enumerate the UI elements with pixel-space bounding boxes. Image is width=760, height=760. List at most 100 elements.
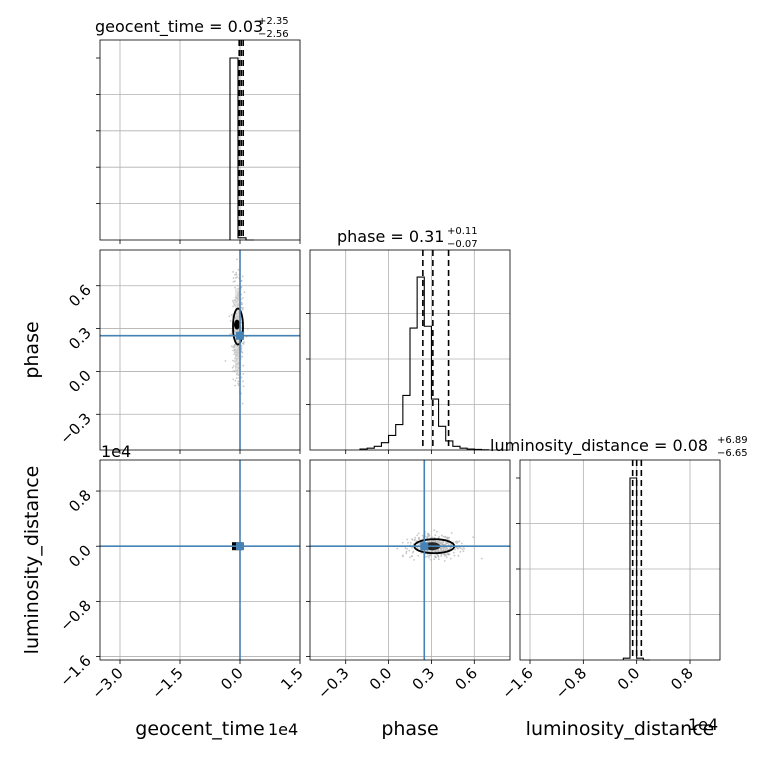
title-luminosity-distance: luminosity_distance = 0.08 <box>490 436 708 456</box>
lumdist-vs-phase-sample-point <box>444 542 447 544</box>
lumdist-vs-phase-sample-point <box>446 541 449 544</box>
lumdist-vs-phase-sample-point <box>406 548 409 550</box>
lumdist-vs-phase-sample-point <box>440 550 443 553</box>
lumdist-vs-phase-sample-point <box>442 535 445 538</box>
lumdist-vs-phase-sample-point <box>418 537 420 540</box>
lumdist-vs-phase-sample-point <box>472 536 475 538</box>
lumdist-vs-phase-sample-point <box>437 558 440 561</box>
phase-vs-geocent-sample-point <box>228 315 231 318</box>
lumdist-vs-phase-sample-point <box>444 536 447 538</box>
lumdist-vs-geocent-ytick-label-2: 0.0 <box>65 541 95 571</box>
lumdist-vs-phase-sample-point <box>437 550 440 553</box>
lumdist-vs-phase-sample-point <box>433 536 436 539</box>
lumdist-vs-phase-sample-point <box>443 560 446 562</box>
lumdist-vs-phase-sample-point <box>401 554 404 557</box>
lumdist-vs-phase-sample-point <box>450 543 452 546</box>
phase-vs-geocent-sample-point <box>235 273 238 276</box>
lumdist-vs-phase-sample-point <box>440 541 443 544</box>
phase-vs-geocent-sample-point <box>240 301 243 304</box>
lumdist-vs-phase-sample-point <box>409 556 411 559</box>
lumdist-vs-phase-sample-point <box>426 536 429 539</box>
lumdist-vs-phase-sample-point <box>440 534 443 537</box>
lumdist-vs-phase-sample-point <box>428 540 431 543</box>
luminosity-distance-hist-xtick-label-2: 0.0 <box>614 664 644 694</box>
lumdist-vs-phase-sample-point <box>429 554 432 557</box>
phase-vs-geocent-sample-point <box>236 276 239 278</box>
phase-vs-geocent-sample-point <box>242 373 245 375</box>
phase-vs-geocent-sample-point <box>232 301 235 304</box>
lumdist-vs-phase-sample-point <box>449 557 452 560</box>
phase-vs-geocent-sample-point <box>240 350 243 353</box>
lumdist-vs-phase-sample-point <box>433 529 436 532</box>
phase-vs-geocent-sample-point <box>236 372 239 375</box>
luminosity-distance-hist-xtick-label-0: −1.6 <box>498 664 536 702</box>
phase-vs-geocent-sample-point <box>232 370 234 373</box>
lumdist-vs-geocent-xtick-label-0: −3.0 <box>88 664 126 702</box>
phase-vs-geocent-sample-point <box>241 342 244 345</box>
lumdist-vs-phase-sample-point <box>405 552 408 555</box>
lumdist-vs-geocent-ytick-label-1: −0.8 <box>56 596 94 634</box>
lumdist-vs-phase-sample-point <box>434 556 437 559</box>
phase-hist-frame <box>309 249 511 451</box>
phase-vs-geocent-sample-point <box>242 380 244 383</box>
lumdist-vs-phase-sample-point <box>463 547 466 550</box>
lumdist-vs-phase-sample-point <box>444 549 447 551</box>
lumdist-vs-phase-sample-point <box>445 556 448 559</box>
lumdist-vs-phase-sample-point <box>447 544 450 546</box>
phase-vs-geocent-ytick-label-1: 0.0 <box>65 367 95 397</box>
ylabel-phase: phase <box>21 321 43 378</box>
offset-label-luminosity-distance-x: 1e4 <box>688 715 718 734</box>
phase-vs-geocent-sample-point <box>237 374 240 376</box>
lumdist-vs-phase-sample-point <box>448 553 451 556</box>
lumdist-vs-phase-sample-point <box>461 548 464 551</box>
phase-vs-geocent-sample-point <box>242 307 244 309</box>
lumdist-vs-geocent-ytick-label-3: 0.8 <box>65 486 95 516</box>
phase-vs-geocent-truth-marker <box>236 331 244 340</box>
lumdist-vs-phase-sample-point <box>443 543 446 546</box>
phase-vs-geocent-sample-point <box>230 333 233 335</box>
phase-vs-geocent-sample-point <box>237 380 240 383</box>
lumdist-vs-phase-sample-point <box>429 558 432 561</box>
lumdist-vs-geocent-xtick-label-1: −1.5 <box>148 664 186 702</box>
phase-vs-geocent-sample-point <box>233 345 235 348</box>
lumdist-vs-phase-sample-point <box>417 554 420 557</box>
phase-vs-geocent-sample-point <box>243 341 245 343</box>
lumdist-vs-phase-sample-point <box>404 547 407 549</box>
phase-vs-geocent-sample-point <box>232 270 234 273</box>
lumdist-vs-phase-sample-point <box>434 534 437 537</box>
lumdist-vs-phase-sample-point <box>428 535 430 538</box>
lumdist-vs-geocent-truth-marker <box>236 542 244 551</box>
phase-vs-geocent-sample-point <box>247 327 249 330</box>
phase-vs-geocent-sample-point <box>236 284 239 287</box>
lumdist-vs-phase-sample-point <box>449 546 452 549</box>
phase-vs-geocent-sample-point <box>230 345 233 348</box>
lumdist-vs-phase-sample-point <box>447 536 450 539</box>
title-geocent-time: geocent_time = 0.03 <box>95 17 263 37</box>
phase-vs-geocent-sample-point <box>236 258 238 261</box>
phase-vs-geocent-sample-point <box>243 291 246 294</box>
lumdist-vs-phase-sample-point <box>446 537 448 540</box>
lumdist-vs-phase-sample-point <box>438 540 441 543</box>
lumdist-vs-phase-sample-point <box>453 554 456 557</box>
lumdist-vs-phase-sample-point <box>460 542 463 545</box>
phase-hist-histogram <box>359 276 490 451</box>
lumdist-vs-phase-sample-point <box>425 555 427 558</box>
offset-label-geocent-time-x: 1e4 <box>268 720 298 739</box>
lumdist-vs-phase-sample-point <box>417 542 419 545</box>
lumdist-vs-phase-sample-point <box>444 554 446 557</box>
lumdist-vs-phase-sample-point <box>462 550 465 553</box>
lumdist-vs-phase-sample-point <box>456 547 459 550</box>
xlabel-phase: phase <box>381 718 438 740</box>
phase-vs-geocent-sample-point <box>231 366 234 369</box>
lumdist-vs-phase-sample-point <box>416 534 419 537</box>
phase-vs-geocent-sample-point <box>232 359 234 362</box>
lumdist-vs-phase-sample-point <box>436 530 438 533</box>
lumdist-vs-phase-sample-point <box>439 550 442 553</box>
lumdist-vs-phase-sample-point <box>457 541 459 544</box>
lumdist-vs-phase-sample-point <box>480 557 483 560</box>
lumdist-vs-phase-sample-point <box>455 542 458 545</box>
lumdist-vs-phase-sample-point <box>405 550 408 553</box>
phase-vs-geocent-contour-outer <box>232 307 244 346</box>
lumdist-vs-phase-sample-point <box>426 555 429 558</box>
